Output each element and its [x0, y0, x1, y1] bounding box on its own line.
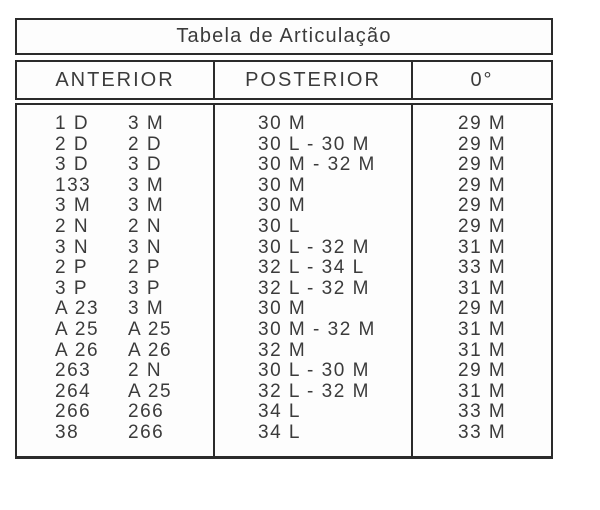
anterior-value-2: A 25 — [128, 318, 173, 340]
header-zero-degrees: 0° — [413, 62, 551, 98]
posterior-value: 34 L — [258, 421, 301, 443]
posterior-value: 30 M — [258, 195, 307, 217]
anterior-row: 3 D 3 D — [17, 155, 213, 176]
table-header-row: ANTERIOR POSTERIOR 0° — [15, 60, 553, 100]
anterior-value-2: 3 D — [128, 154, 163, 176]
anterior-row: 263 2 N — [17, 361, 213, 382]
zero-degrees-value: 29 M — [458, 174, 507, 196]
table-title: Tabela de Articulação — [176, 25, 392, 47]
anterior-value-1: 263 — [55, 360, 92, 382]
anterior-value-1: 3 D — [55, 154, 90, 176]
anterior-value-2: 2 N — [128, 360, 163, 382]
anterior-value-1: A 26 — [55, 339, 100, 361]
header-anterior-label: ANTERIOR — [55, 68, 175, 91]
anterior-row: A 23 3 M — [17, 299, 213, 320]
zero-degrees-value: 31 M — [458, 318, 507, 340]
zero-degrees-value: 29 M — [458, 360, 507, 382]
zero-degrees-value: 31 M — [458, 277, 507, 299]
table-title-box: Tabela de Articulação — [15, 18, 553, 55]
anterior-value-1: 2 N — [55, 215, 90, 237]
anterior-row: 2 D 2 D — [17, 133, 213, 156]
anterior-value-1: 133 — [55, 174, 92, 196]
anterior-value-1: 1 D — [55, 113, 90, 134]
anterior-value-2: A 26 — [128, 339, 173, 361]
posterior-value: 30 M - 32 M — [258, 318, 376, 340]
posterior-value: 30 M — [258, 113, 307, 134]
anterior-row: 2 P 2 P — [17, 258, 213, 279]
anterior-value-2: 266 — [128, 401, 165, 423]
zero-degrees-value: 33 M — [458, 421, 507, 443]
anterior-value-1: 266 — [55, 401, 92, 423]
anterior-value-1: 3 P — [55, 277, 89, 299]
anterior-row: 2 N 2 N — [17, 215, 213, 238]
zero-degrees-value: 29 M — [458, 133, 507, 155]
anterior-value-2: 3 P — [128, 277, 162, 299]
zero-degrees-value: 29 M — [458, 298, 507, 320]
zero-degrees-value: 29 M — [458, 113, 507, 134]
posterior-value: 30 M — [258, 298, 307, 320]
anterior-value-2: 2 D — [128, 133, 163, 155]
header-zero-degrees-label: 0° — [470, 68, 494, 91]
anterior-row: A 25 A 25 — [17, 318, 213, 341]
anterior-value-1: 264 — [55, 380, 92, 402]
anterior-value-1: 2 P — [55, 257, 89, 279]
posterior-value: 30 L — [258, 215, 301, 237]
posterior-value: 30 L - 30 M — [258, 360, 370, 382]
anterior-value-2: A 25 — [128, 380, 173, 402]
posterior-value: 30 M — [258, 174, 307, 196]
anterior-row: 264 A 25 — [17, 380, 213, 403]
anterior-value-2: 266 — [128, 421, 165, 443]
zero-degrees-value: 31 M — [458, 339, 507, 361]
anterior-value-2: 2 N — [128, 215, 163, 237]
anterior-value-2: 3 M — [128, 195, 165, 217]
anterior-value-1: 38 — [55, 421, 80, 443]
zero-degrees-value: 29 M — [458, 154, 507, 176]
anterior-row: 3 P 3 P — [17, 277, 213, 300]
posterior-column-rows: 30 M 30 L - 30 M 30 M - 32 M 30 M 30 M 30 L 30… — [215, 105, 413, 456]
zero-degrees-value: 31 M — [458, 380, 507, 402]
header-anterior: ANTERIOR — [17, 62, 215, 98]
anterior-value-1: 2 D — [55, 133, 90, 155]
header-posterior-label: POSTERIOR — [245, 68, 381, 91]
zero-degrees-value: 33 M — [458, 401, 507, 423]
posterior-value: 30 L - 32 M — [258, 236, 370, 258]
anterior-value-1: 3 N — [55, 236, 90, 258]
anterior-value-2: 3 M — [128, 113, 165, 134]
anterior-row: 38 266 — [17, 421, 213, 444]
anterior-value-1: A 25 — [55, 318, 100, 340]
anterior-value-1: A 23 — [55, 298, 100, 320]
anterior-value-2: 3 M — [128, 174, 165, 196]
articulation-table: Tabela de Articulação ANTERIOR POSTERIOR… — [15, 18, 553, 459]
anterior-value-1: 3 M — [55, 195, 92, 217]
posterior-value: 32 M — [258, 339, 307, 361]
anterior-value-2: 2 P — [128, 257, 162, 279]
posterior-value: 32 L - 34 L — [258, 257, 365, 279]
anterior-row: A 26 A 26 — [17, 339, 213, 362]
zero-degrees-value: 33 M — [458, 257, 507, 279]
anterior-value-2: 3 M — [128, 298, 165, 320]
anterior-row: 1 D 3 M — [17, 113, 213, 135]
posterior-value: 34 L — [258, 401, 301, 423]
header-posterior: POSTERIOR — [215, 62, 413, 98]
anterior-row: 3 M 3 M — [17, 196, 213, 217]
zero-degrees-value: 29 M — [458, 195, 507, 217]
anterior-row: 266 266 — [17, 402, 213, 423]
posterior-value: 30 L - 30 M — [258, 133, 370, 155]
anterior-value-2: 3 N — [128, 236, 163, 258]
anterior-row: 3 N 3 N — [17, 236, 213, 259]
anterior-row: 133 3 M — [17, 174, 213, 197]
posterior-value: 32 L - 32 M — [258, 277, 370, 299]
zero-degrees-value: 31 M — [458, 236, 507, 258]
zero-degrees-value: 29 M — [458, 215, 507, 237]
zero-column-rows: 29 M 29 M 29 M 29 M 29 M 29 M 31 M 33 M 31 M 29 M… — [413, 105, 551, 456]
posterior-value: 30 M - 32 M — [258, 154, 376, 176]
posterior-value: 32 L - 32 M — [258, 380, 370, 402]
